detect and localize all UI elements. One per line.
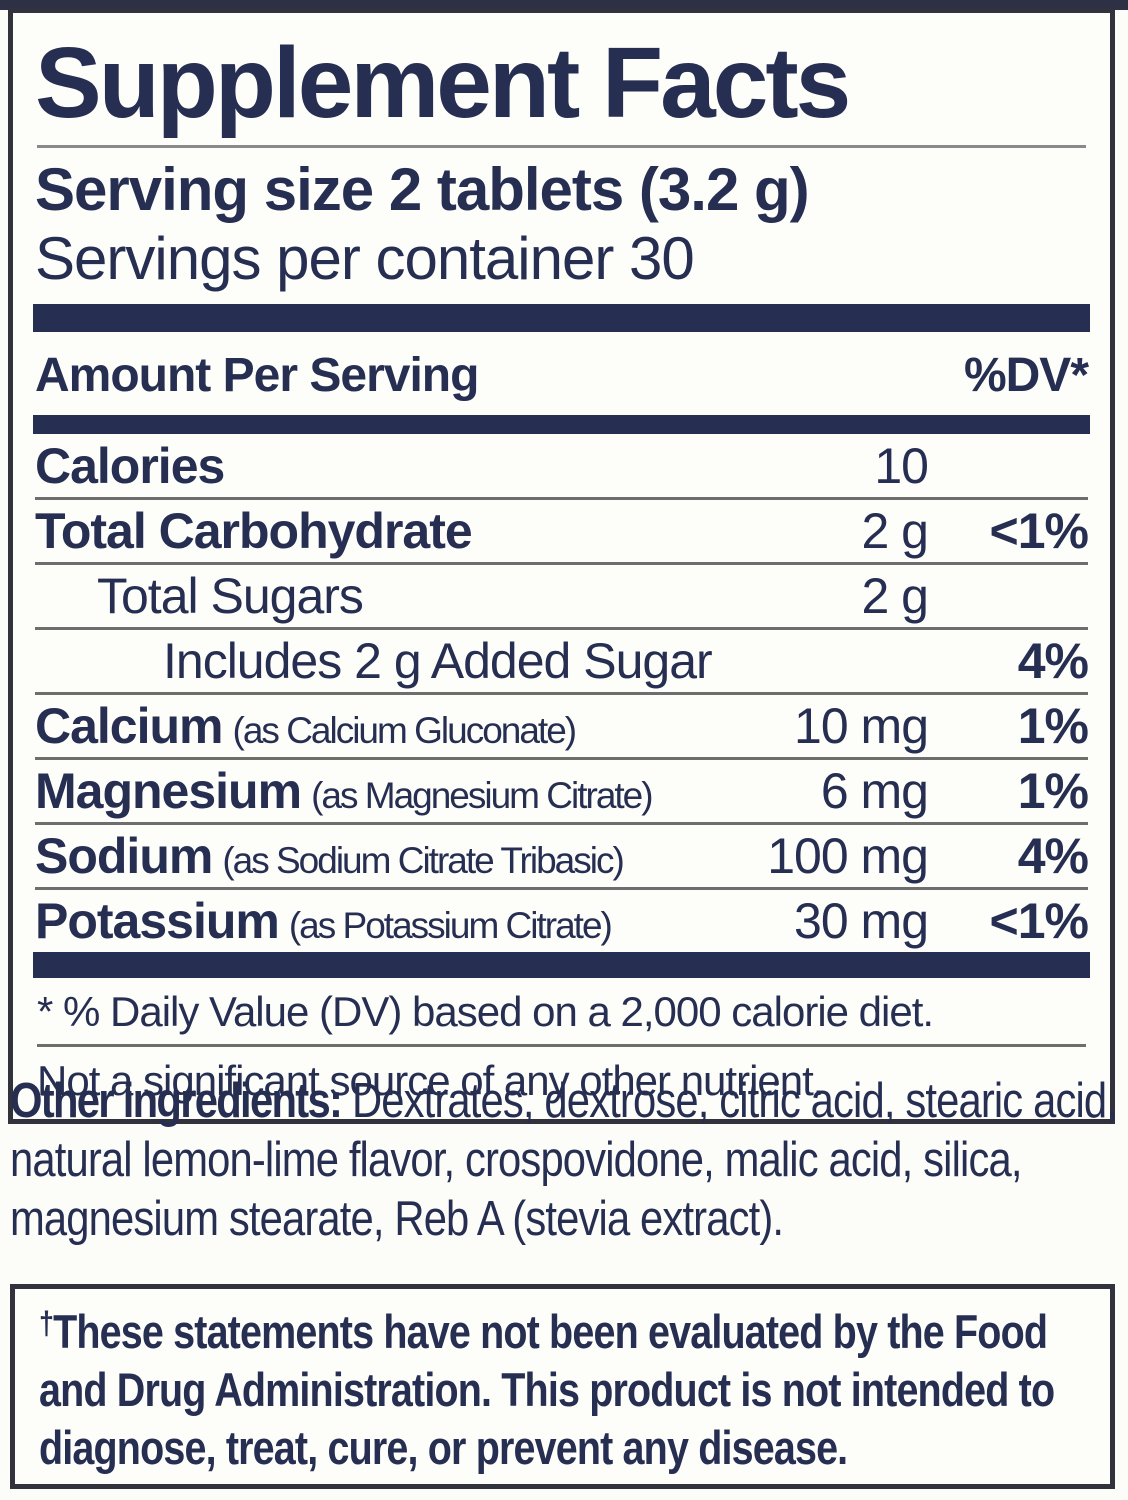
nutrient-name: Calories <box>35 437 225 494</box>
supplement-facts-title: Supplement Facts <box>35 27 851 139</box>
nutrient-name-main: Calcium <box>35 698 224 754</box>
nutrient-name-main: Sodium <box>35 828 213 884</box>
nutrient-source-note: (as Calcium Gluconate) <box>232 710 578 751</box>
nutrient-source-note: (as Sodium Citrate Tribasic) <box>222 840 624 881</box>
dv-footnote: * % Daily Value (DV) based on a 2,000 ca… <box>37 988 934 1035</box>
nutrient-row-total-sugars: Total Sugars 2 g <box>35 562 1088 627</box>
nutrient-name: Includes 2 g Added Sugar <box>163 633 713 689</box>
serving-size: Serving size 2 tablets (3.2 g) <box>35 156 810 223</box>
nutrient-name: Sodium (as Sodium Citrate Tribasic) <box>35 827 713 885</box>
other-ingredients-list: Dextrates, dextrose, citric acid, steari… <box>10 1074 1118 1246</box>
nutrient-name: Potassium (as Potassium Citrate) <box>35 892 713 950</box>
column-header-amount: Amount Per Serving <box>35 349 479 402</box>
nutrient-dv: <1% <box>989 893 1089 949</box>
nutrient-amount: 2 g <box>861 503 929 559</box>
nutrient-name: Magnesium (as Magnesium Citrate) <box>35 762 713 820</box>
nutrient-source-note: (as Potassium Citrate) <box>288 905 613 946</box>
nutrient-dv: 4% <box>1017 633 1089 689</box>
thick-divider-bar <box>33 304 1090 332</box>
fda-disclaimer: †These statements have not been evaluate… <box>39 1303 1072 1476</box>
dagger-symbol: † <box>39 1305 54 1341</box>
other-ingredients-label: Other ingredients: <box>10 1074 343 1128</box>
label-top-border <box>0 0 1128 10</box>
nutrient-dv: 4% <box>1017 828 1089 884</box>
nutrient-dv: <1% <box>989 503 1089 559</box>
nutrient-row-potassium: Potassium (as Potassium Citrate) 30 mg <1… <box>35 887 1089 952</box>
nutrient-row-added-sugar: Includes 2 g Added Sugar 4% <box>35 627 1089 692</box>
nutrient-name: Total Carbohydrate <box>35 503 473 559</box>
nutrient-amount: 10 <box>874 437 929 494</box>
servings-per-container: Servings per container 30 <box>35 225 695 292</box>
nutrient-amount: 30 mg <box>794 893 929 949</box>
fda-disclaimer-text: These statements have not been evaluated… <box>39 1305 1055 1474</box>
nutrient-amount: 6 mg <box>820 763 929 819</box>
thick-divider-bar <box>33 952 1090 978</box>
nutrient-name-main: Potassium <box>35 893 280 949</box>
fda-disclaimer-box: †These statements have not been evaluate… <box>10 1284 1115 1489</box>
nutrient-dv: 1% <box>1017 698 1089 754</box>
nutrient-row-magnesium: Magnesium (as Magnesium Citrate) 6 mg 1% <box>35 757 1089 822</box>
nutrient-amount: 100 mg <box>767 828 929 884</box>
supplement-facts-panel: Supplement Facts Serving size 2 tablets … <box>8 8 1115 1124</box>
nutrient-row-total-carbohydrate: Total Carbohydrate 2 g <1% <box>35 497 1089 562</box>
nutrient-name: Total Sugars <box>97 568 364 624</box>
footnote-divider <box>37 1044 1086 1047</box>
nutrient-amount: 10 mg <box>794 698 929 754</box>
no-other-nutrient-note: Not a significant source of any other nu… <box>37 1057 824 1104</box>
nutrient-row-sodium: Sodium (as Sodium Citrate Tribasic) 100 m… <box>35 822 1089 887</box>
title-divider <box>37 145 1086 148</box>
nutrient-row-calories: Calories 10 <box>35 434 1088 497</box>
nutrient-row-calcium: Calcium (as Calcium Gluconate) 10 mg 1% <box>35 692 1089 757</box>
nutrient-name: Calcium (as Calcium Gluconate) <box>35 697 713 755</box>
other-ingredients: Other ingredients: Dextrates, dextrose, … <box>10 1072 1118 1248</box>
column-header-dv: %DV* <box>963 349 1089 402</box>
thick-divider-bar <box>33 415 1090 434</box>
nutrient-source-note: (as Magnesium Citrate) <box>311 775 654 816</box>
table-header-row: Amount Per Serving %DV* <box>35 332 1089 415</box>
nutrient-name-main: Magnesium <box>35 763 302 819</box>
nutrient-dv: 1% <box>1017 763 1089 819</box>
nutrient-amount: 2 g <box>861 568 929 624</box>
